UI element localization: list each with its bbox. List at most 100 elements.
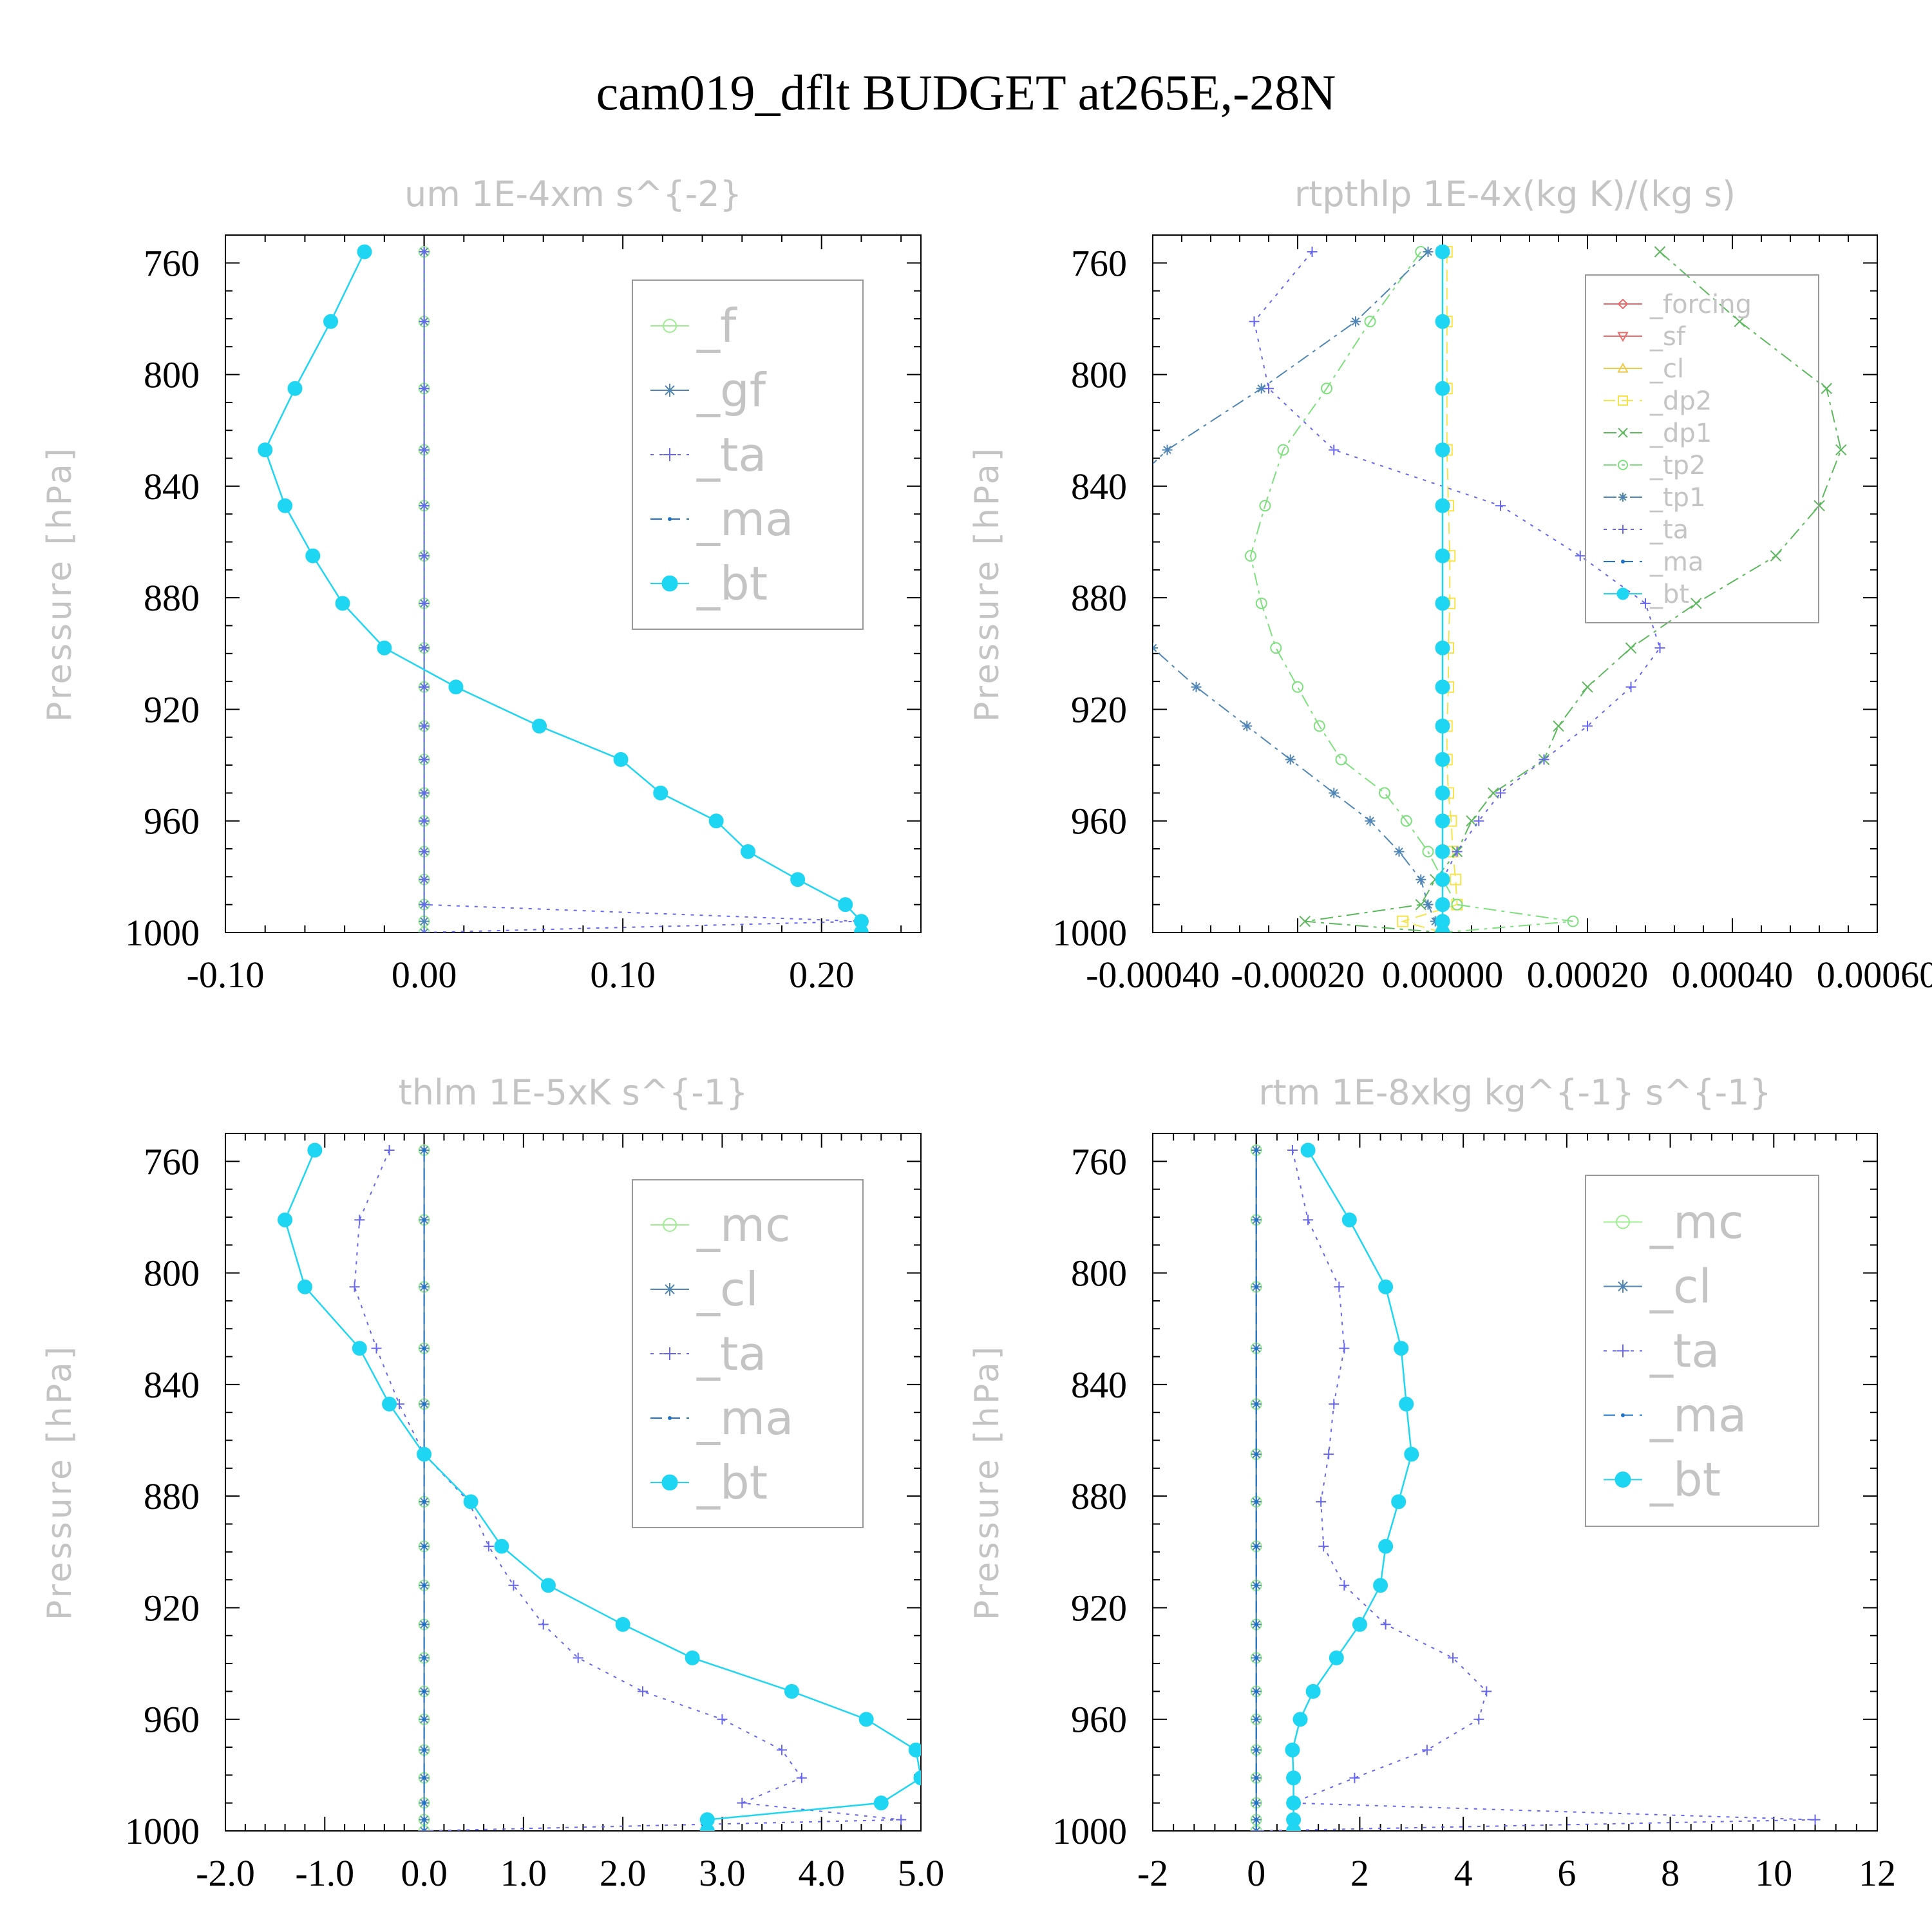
legend-marker — [663, 448, 676, 461]
data-point — [258, 442, 273, 458]
data-point — [538, 1619, 549, 1630]
data-point — [1329, 1650, 1344, 1665]
series-line — [1153, 251, 1443, 933]
data-point — [1254, 1499, 1258, 1504]
legend-item: _cl — [1604, 354, 1684, 384]
legend-item: _cl — [1604, 1260, 1712, 1314]
legend-label: _cl — [1649, 354, 1684, 384]
data-point — [1349, 1772, 1360, 1783]
data-point — [1373, 1578, 1388, 1593]
legend-label: _bt — [696, 1455, 768, 1510]
data-point — [1365, 815, 1376, 826]
y-tick-label: 880 — [144, 577, 200, 619]
series_ma — [1254, 1148, 1258, 1831]
x-tick-label: 1.0 — [500, 1852, 547, 1894]
data-point — [1582, 721, 1593, 732]
series_ta — [349, 1144, 907, 1831]
data-point — [1249, 316, 1260, 327]
data-point — [838, 897, 853, 913]
data-point — [1299, 915, 1311, 927]
legend-label: _mc — [1649, 1195, 1744, 1249]
data-point — [1316, 1496, 1327, 1507]
data-point — [1303, 1215, 1314, 1226]
data-point — [790, 872, 806, 887]
plot-frame — [1152, 1133, 1878, 1832]
y-axis-label: Pressure [hPa] — [968, 446, 1007, 722]
data-point — [1435, 244, 1450, 260]
legend-label: _bt — [1649, 580, 1689, 609]
data-point — [1254, 1656, 1258, 1660]
plot-frame — [225, 1133, 922, 1832]
data-point — [1286, 1770, 1302, 1786]
data-point — [357, 244, 372, 260]
legend-marker — [1616, 1215, 1630, 1229]
data-point — [653, 785, 668, 800]
data-point — [1323, 1449, 1334, 1460]
y-tick-label: 760 — [1071, 1141, 1127, 1182]
data-point — [1286, 1795, 1302, 1811]
y-tick-label: 1000 — [125, 1810, 200, 1852]
x-tick-label: -2.0 — [196, 1852, 255, 1894]
data-point — [422, 1499, 426, 1504]
legend-marker — [1618, 525, 1627, 534]
data-point — [1286, 1823, 1302, 1831]
data-point — [1435, 718, 1450, 734]
data-point — [1640, 598, 1651, 609]
data-point — [419, 551, 430, 562]
data-point — [685, 1650, 700, 1665]
data-point — [1422, 846, 1434, 858]
data-point — [419, 444, 430, 455]
data-point — [354, 1215, 365, 1226]
data-point — [613, 752, 629, 767]
legend-item: _ma — [1604, 1388, 1747, 1443]
data-point — [1335, 753, 1347, 766]
legend-marker — [1621, 1413, 1625, 1417]
data-point — [1553, 720, 1564, 732]
data-point — [1339, 1580, 1350, 1591]
y-tick-label: 760 — [144, 1141, 200, 1182]
legend-label: _ta — [696, 428, 766, 482]
series-line — [1249, 251, 1573, 933]
data-point — [699, 1823, 715, 1831]
x-tick-label: -0.10 — [187, 954, 265, 996]
panel-3: thlm 1E-5xK s^{-1} 760 800 840 880 920 960 1000… — [41, 1072, 944, 1894]
y-tick-label: 840 — [1071, 466, 1127, 507]
legend: _mc _cl _ta _ma _bt — [1585, 1175, 1819, 1527]
data-point — [1254, 1801, 1258, 1805]
data-point — [1391, 1494, 1406, 1510]
legend-label: _sf — [1649, 322, 1686, 352]
x-tick-label: 12 — [1859, 1852, 1896, 1894]
data-point — [422, 1776, 426, 1780]
data-point — [1329, 788, 1340, 799]
data-point — [1625, 681, 1636, 692]
y-tick-label: 800 — [1071, 354, 1127, 396]
legend-marker — [663, 319, 677, 333]
legend-label: _ma — [696, 1391, 793, 1445]
data-point — [422, 1544, 426, 1549]
data-point — [419, 681, 430, 692]
data-point — [307, 1142, 323, 1158]
data-point — [1244, 550, 1256, 562]
x-tick-label: 6 — [1557, 1852, 1576, 1894]
legend-marker — [1618, 460, 1628, 470]
data-point — [422, 1656, 426, 1660]
data-point — [419, 788, 430, 799]
legend-label: _bt — [1649, 1453, 1721, 1507]
data-point — [1254, 1622, 1258, 1627]
data-point — [1423, 246, 1434, 257]
data-point — [419, 846, 430, 857]
data-point — [1350, 316, 1361, 327]
legend-item: _dp2 — [1604, 386, 1712, 416]
panel-title: um 1E-4xm s^{-2} — [404, 174, 742, 214]
series_bt — [1435, 244, 1450, 933]
y-axis-label: Pressure [hPa] — [41, 446, 79, 722]
legend-label: _ta — [1649, 1324, 1719, 1378]
y-tick-label: 960 — [1071, 1699, 1127, 1741]
data-point — [463, 1494, 478, 1510]
y-tick-label: 920 — [144, 1587, 200, 1629]
data-point — [896, 1814, 907, 1825]
legend-label: _ta — [696, 1327, 766, 1381]
legend-marker — [1616, 1280, 1629, 1293]
data-point — [1254, 1689, 1258, 1694]
data-point — [1341, 1212, 1357, 1227]
